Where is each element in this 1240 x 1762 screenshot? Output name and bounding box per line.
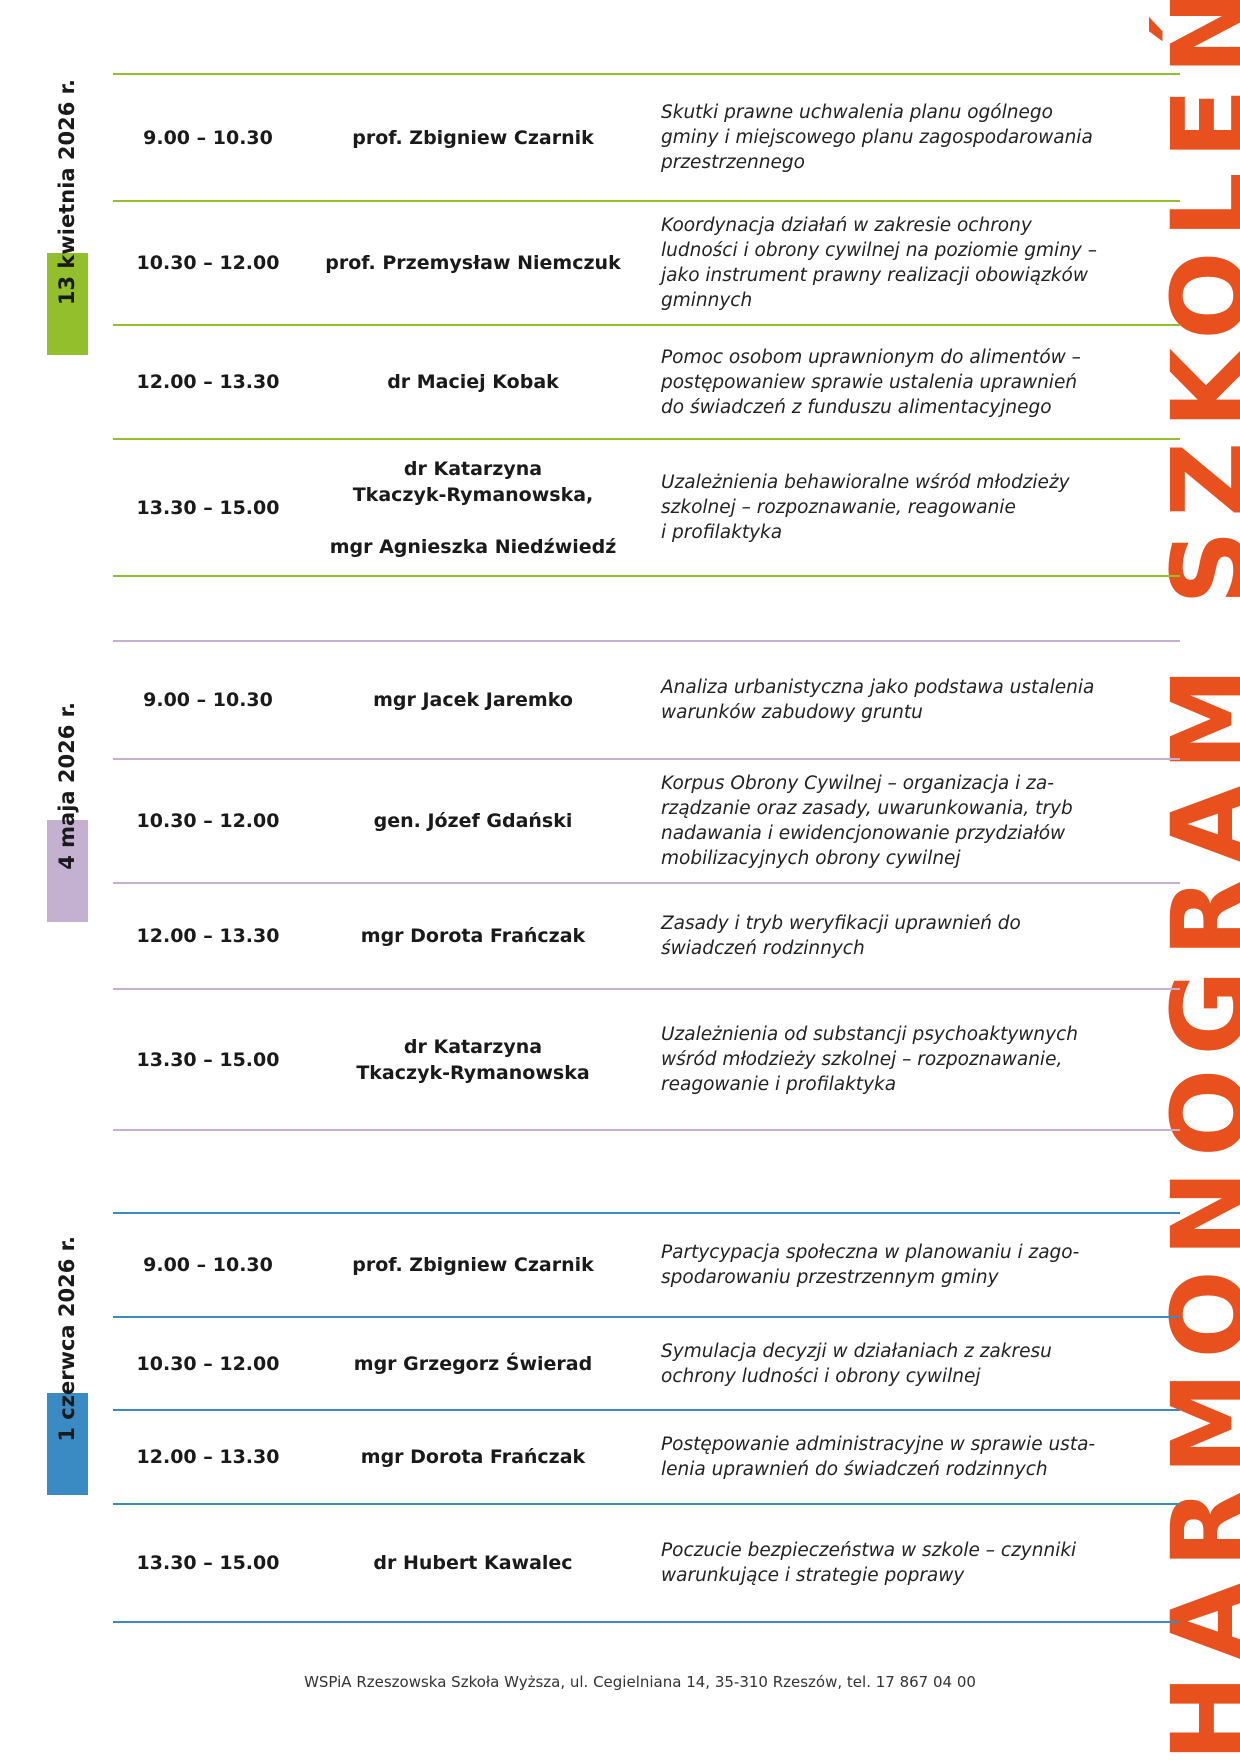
date-color-bar — [47, 1393, 88, 1495]
footer-contact: WSPiA Rzeszowska Szkoła Wyższa, ul. Cegi… — [304, 1673, 976, 1691]
session-topic: Korpus Obrony Cywilnej – organizacja i z… — [661, 773, 1073, 869]
session-date: 13 kwietnia 2026 r. — [55, 78, 79, 305]
schedule-row: 9.00 – 10.30 prof. Zbigniew Czarnik Skutki… — [113, 73, 1180, 202]
schedule-row: 13.30 – 15.00 dr Katarzyna Tkaczyk-Rymano… — [113, 440, 1180, 577]
speaker-name: prof. Zbigniew Czarnik — [352, 126, 594, 149]
session-topic: Partycypacja społeczna w planowaniu i za… — [661, 1242, 1080, 1288]
session-topic: Pomoc osobom uprawnionym do alimentów – … — [661, 346, 1081, 418]
session-time: 13.30 – 15.00 — [136, 496, 280, 519]
speaker-name: gen. Józef Gdański — [373, 810, 573, 832]
session-date: 1 czerwca 2026 r. — [55, 1236, 79, 1442]
speaker-name: dr Katarzyna Tkaczyk-Rymanowska — [356, 1035, 590, 1084]
schedule-section: 9.00 – 10.30 prof. Zbigniew Czarnik Skutki… — [113, 73, 1180, 577]
schedule-row: 9.00 – 10.30 prof. Zbigniew Czarnik Partyc… — [113, 1212, 1180, 1318]
session-topic: Uzależnienia od substancji psychoaktywny… — [661, 1024, 1078, 1095]
session-time: 10.30 – 12.00 — [136, 1352, 280, 1375]
speaker-name: dr Maciej Kobak — [387, 371, 559, 393]
session-time: 9.00 – 10.30 — [143, 689, 273, 711]
session-time: 13.30 – 15.00 — [136, 1552, 280, 1574]
session-time: 9.00 – 10.30 — [143, 126, 273, 149]
session-topic: Uzależnienia behawioralne wśród młodzież… — [661, 472, 1070, 543]
session-topic: Zasady i tryb weryfikacji uprawnień do ś… — [661, 913, 1021, 959]
speaker-name: prof. Zbigniew Czarnik — [352, 1254, 594, 1276]
schedule-section: 9.00 – 10.30 mgr Jacek Jaremko Analiza urb… — [113, 640, 1180, 1131]
schedule-row: 9.00 – 10.30 mgr Jacek Jaremko Analiza urb… — [113, 640, 1180, 760]
speaker-name: mgr Jacek Jaremko — [373, 689, 573, 711]
session-time: 12.00 – 13.30 — [136, 371, 280, 393]
session-topic: Symulacja decyzji w działaniach z zakres… — [661, 1340, 1052, 1387]
session-time: 13.30 – 15.00 — [136, 1048, 280, 1071]
speaker-name: dr Katarzyna Tkaczyk-Rymanowska, mgr Agn… — [329, 457, 617, 558]
session-time: 9.00 – 10.30 — [143, 1254, 273, 1276]
schedule-row: 10.30 – 12.00 mgr Grzegorz Świerad Symulac… — [113, 1318, 1180, 1411]
speaker-name: mgr Dorota Frańczak — [360, 925, 586, 947]
schedule-row: 13.30 – 15.00 dr Katarzyna Tkaczyk-Rymano… — [113, 990, 1180, 1131]
session-topic: Postępowanie administracyjne w sprawie u… — [661, 1434, 1096, 1480]
session-topic: Skutki prawne uchwalenia planu ogólnego … — [661, 102, 1093, 173]
schedule-row: 12.00 – 13.30 mgr Dorota Frańczak Postępow… — [113, 1411, 1180, 1505]
speaker-name: mgr Grzegorz Świerad — [353, 1352, 593, 1375]
session-time: 10.30 – 12.00 — [136, 810, 280, 832]
session-date: 4 maja 2026 r. — [55, 702, 79, 870]
date-color-bar — [47, 253, 88, 355]
session-topic: Poczucie bezpieczeństwa w szkole – czynn… — [661, 1540, 1077, 1586]
schedule-row: 13.30 – 15.00 dr Hubert Kawalec Poczucie b… — [113, 1505, 1180, 1623]
session-time: 12.00 – 13.30 — [136, 1446, 280, 1468]
speaker-name: mgr Dorota Frańczak — [360, 1446, 586, 1468]
session-time: 10.30 – 12.00 — [136, 252, 280, 274]
speaker-name: dr Hubert Kawalec — [373, 1552, 573, 1574]
schedule-row: 10.30 – 12.00 gen. Józef Gdański Korpus Ob… — [113, 760, 1180, 884]
schedule-row: 10.30 – 12.00 prof. Przemysław Niemczuk Ko… — [113, 202, 1180, 326]
schedule-row: 12.00 – 13.30 dr Maciej Kobak Pomoc osobom… — [113, 326, 1180, 440]
speaker-name: prof. Przemysław Niemczuk — [325, 252, 621, 274]
schedule-row: 12.00 – 13.30 mgr Dorota Frańczak Zasady i… — [113, 884, 1180, 990]
session-time: 12.00 – 13.30 — [136, 925, 280, 947]
session-topic: Koordynacja działań w zakresie ochrony l… — [661, 215, 1098, 311]
schedule-section: 9.00 – 10.30 prof. Zbigniew Czarnik Partyc… — [113, 1212, 1180, 1623]
date-color-bar — [47, 820, 88, 922]
session-topic: Analiza urbanistyczna jako podstawa usta… — [661, 677, 1095, 723]
